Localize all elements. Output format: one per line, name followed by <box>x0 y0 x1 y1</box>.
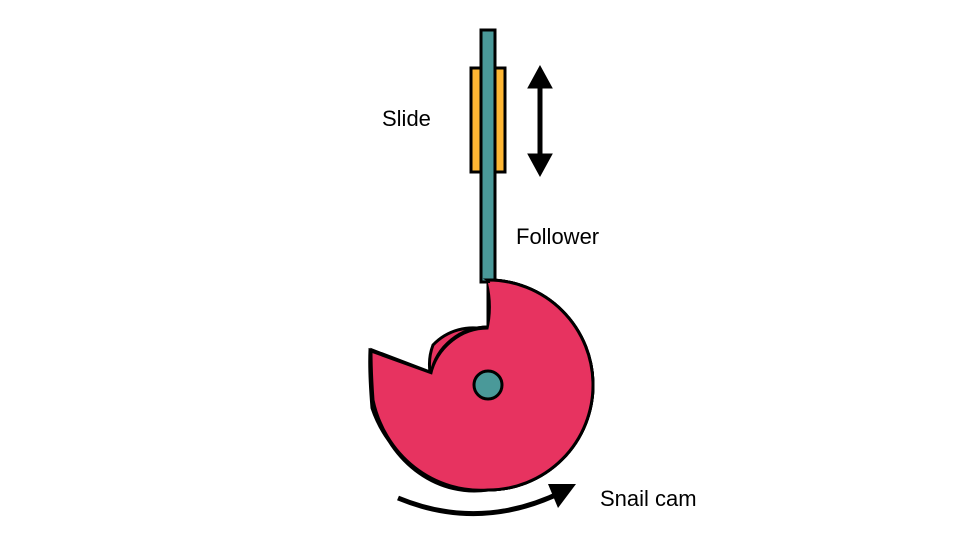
slide-right <box>495 68 505 172</box>
slide-label: Slide <box>382 106 431 132</box>
snail-cam-diagram <box>0 0 976 549</box>
snail-cam-label: Snail cam <box>600 486 697 512</box>
slide-left <box>471 68 481 172</box>
follower-label: Follower <box>516 224 599 250</box>
cam-axle <box>474 371 502 399</box>
vertical-motion-arrow <box>528 66 552 176</box>
follower-rod <box>481 30 495 282</box>
